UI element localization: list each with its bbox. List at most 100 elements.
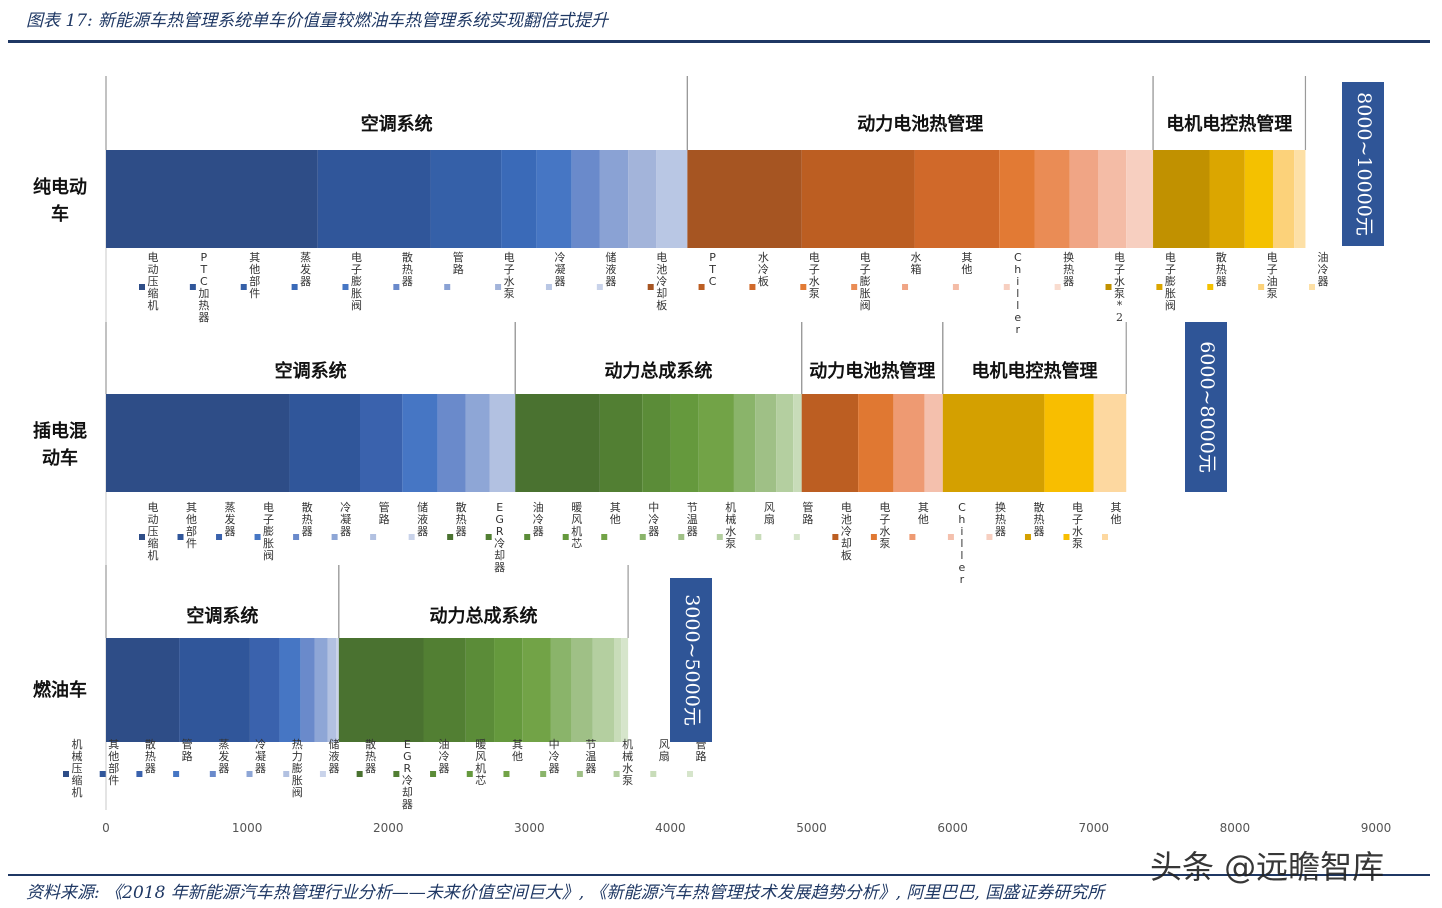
legend-label: 风 bbox=[764, 501, 775, 514]
legend-label: 其 bbox=[249, 251, 260, 264]
bar-segment bbox=[1153, 150, 1210, 248]
legend-label: 压 bbox=[72, 762, 83, 775]
legend-label: 散 bbox=[302, 500, 313, 514]
x-tick-label: 8000 bbox=[1220, 821, 1251, 835]
legend-label: r bbox=[960, 573, 965, 586]
legend-swatch bbox=[1309, 284, 1315, 290]
legend-label: 油 bbox=[533, 500, 544, 514]
legend-label: 板 bbox=[758, 274, 769, 288]
legend-swatch bbox=[393, 771, 400, 777]
bar-segment bbox=[1294, 150, 1306, 248]
legend-label: 管 bbox=[453, 250, 464, 264]
row-label: 插电混 bbox=[33, 420, 87, 442]
legend-label: 蒸 bbox=[225, 501, 236, 514]
bar-segment bbox=[489, 394, 516, 492]
legend-label: 液 bbox=[328, 749, 339, 763]
legend-label: 器 bbox=[533, 525, 544, 538]
x-tick-label: 5000 bbox=[796, 821, 827, 835]
bar-segment bbox=[494, 638, 523, 742]
legend-label: l bbox=[1016, 287, 1019, 300]
x-tick-label: 6000 bbox=[937, 821, 968, 835]
legend-label: 油 bbox=[1318, 250, 1329, 264]
legend-label: 却 bbox=[402, 786, 413, 799]
row-label: 车 bbox=[51, 203, 69, 225]
legend-label: 子 bbox=[809, 263, 820, 276]
legend-label: 器 bbox=[402, 275, 413, 288]
legend-label: r bbox=[1016, 323, 1021, 336]
legend-label: 路 bbox=[182, 750, 193, 763]
group-label: 空调系统 bbox=[361, 113, 433, 135]
legend-swatch bbox=[562, 534, 569, 540]
legend-label: 电 bbox=[1267, 251, 1278, 264]
legend-label: C bbox=[958, 501, 966, 514]
legend-label: 冷 bbox=[648, 513, 659, 526]
x-tick-label: 9000 bbox=[1361, 821, 1392, 835]
legend-label: 发 bbox=[225, 512, 236, 526]
legend-label: 其 bbox=[1111, 501, 1122, 514]
legend-swatch bbox=[832, 534, 839, 540]
legend-swatch bbox=[596, 284, 603, 290]
bar-segment bbox=[1272, 150, 1295, 248]
legend-swatch bbox=[503, 771, 510, 777]
row-label: 动车 bbox=[42, 447, 78, 469]
legend-label: 泵 bbox=[809, 287, 820, 300]
group-label: 电机电控热管理 bbox=[1166, 113, 1292, 135]
legend-swatch bbox=[466, 771, 473, 777]
legend-label: 泵 bbox=[1072, 537, 1083, 550]
bar-segment bbox=[571, 150, 600, 248]
bar-segment bbox=[314, 638, 328, 742]
bar-segment bbox=[801, 150, 915, 248]
bar-segment bbox=[550, 638, 572, 742]
bar-segment bbox=[338, 638, 424, 742]
group-label: 动力总成系统 bbox=[429, 605, 537, 627]
legend-label: 子 bbox=[263, 513, 274, 526]
legend-label: 水 bbox=[911, 251, 922, 264]
bar-segment bbox=[1126, 150, 1154, 248]
legend-label: 中 bbox=[648, 501, 659, 514]
legend-label: 热 bbox=[402, 263, 413, 276]
legend-label: 却 bbox=[494, 549, 505, 562]
legend-swatch bbox=[986, 534, 993, 540]
legend-label: 风 bbox=[571, 513, 582, 526]
price-range-label: 3000~5000元 bbox=[681, 594, 703, 726]
footer-divider bbox=[8, 874, 1430, 876]
bar-segment bbox=[698, 394, 734, 492]
legend-label: 却 bbox=[656, 287, 667, 300]
legend-label: 散 bbox=[402, 250, 413, 264]
legend-label: 热 bbox=[1033, 513, 1044, 526]
legend-label: 油 bbox=[1267, 274, 1278, 288]
legend-swatch bbox=[909, 534, 916, 540]
legend-label: 器 bbox=[328, 762, 339, 775]
legend-label: 池 bbox=[841, 513, 852, 526]
bar-segment bbox=[300, 638, 315, 742]
legend-swatch bbox=[601, 534, 608, 540]
legend-label: 热 bbox=[302, 513, 313, 526]
legend-label: 热 bbox=[456, 513, 467, 526]
legend-label: 其 bbox=[918, 501, 929, 514]
legend-label: 胀 bbox=[263, 537, 274, 550]
legend-label: T bbox=[200, 263, 208, 276]
legend-label: 水 bbox=[504, 275, 515, 288]
legend-label: G bbox=[403, 750, 412, 763]
legend-swatch bbox=[716, 534, 723, 540]
legend-label: 冷 bbox=[402, 774, 413, 787]
legend-label: 水 bbox=[1072, 525, 1083, 538]
legend-label: 器 bbox=[494, 561, 505, 574]
legend-label: 胀 bbox=[351, 287, 362, 300]
legend-label: l bbox=[1016, 299, 1019, 312]
legend-swatch bbox=[524, 534, 531, 540]
legend-label: 部 bbox=[249, 274, 260, 288]
legend-label: 阀 bbox=[351, 298, 362, 312]
legend-label: l bbox=[960, 537, 963, 550]
legend-label: 热 bbox=[1216, 263, 1227, 276]
bar-segment bbox=[536, 150, 572, 248]
legend-label: 电 bbox=[841, 501, 852, 514]
group-label: 动力电池热管理 bbox=[857, 113, 983, 135]
legend-label: 储 bbox=[605, 250, 616, 264]
legend-swatch bbox=[545, 284, 552, 290]
legend-label: 路 bbox=[453, 263, 464, 276]
legend-swatch bbox=[495, 284, 502, 290]
legend-label: 冷 bbox=[439, 750, 450, 763]
bar-segment bbox=[106, 150, 318, 248]
legend-label: 泵 bbox=[1267, 287, 1278, 300]
